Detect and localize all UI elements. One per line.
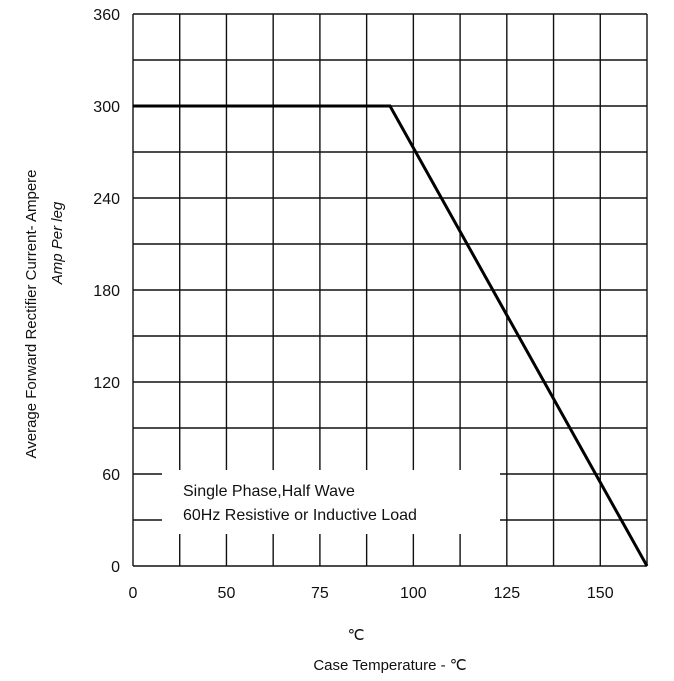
y-tick-label: 240	[93, 191, 120, 208]
y-tick-label: 360	[93, 7, 120, 24]
y-axis-sublabel: Amp Per leg	[49, 201, 66, 285]
x-tick-label: 125	[493, 585, 520, 602]
y-tick-label: 60	[102, 467, 120, 484]
series-line	[133, 104, 649, 567]
y-axis-label: Average Forward Rectifier Current- Amper…	[23, 170, 40, 459]
y-tick-label: 0	[111, 559, 120, 576]
annotation-box: Single Phase,Half Wave 60Hz Resistive or…	[162, 470, 500, 534]
annotation-line-2: 60Hz Resistive or Inductive Load	[183, 507, 417, 524]
x-tick-label: 0	[129, 585, 138, 602]
x-axis-label: Case Temperature - ℃	[313, 657, 466, 674]
series	[133, 104, 649, 567]
y-tick-label: 180	[93, 283, 120, 300]
x-tick-label: 100	[400, 585, 427, 602]
x-tick-label: 150	[587, 585, 614, 602]
y-tick-label: 300	[93, 99, 120, 116]
x-tick-label: 75	[311, 585, 329, 602]
y-tick-labels: 0 60 120 180 240 300 360	[93, 7, 120, 576]
x-tick-label: 50	[218, 585, 236, 602]
y-tick-label: 120	[93, 375, 120, 392]
x-axis-unit: ℃	[348, 627, 365, 644]
annotation-line-1: Single Phase,Half Wave	[183, 483, 355, 500]
x-tick-labels: 05075100125150175	[129, 585, 614, 602]
